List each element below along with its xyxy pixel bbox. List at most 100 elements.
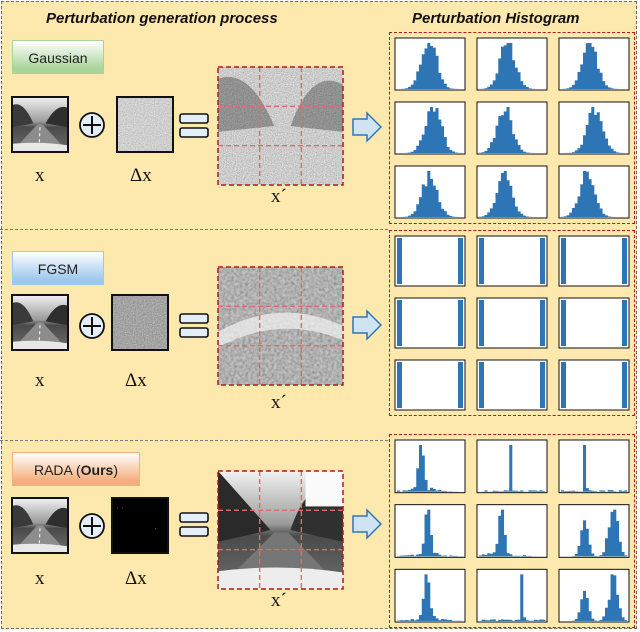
- histogram-bar: [498, 515, 502, 557]
- histogram-bar: [449, 88, 453, 89]
- histogram-bar: [419, 140, 423, 153]
- histogram-bar: [572, 207, 576, 217]
- histogram-bar: [424, 186, 428, 217]
- gaussian-x-label: x: [35, 165, 45, 186]
- histogram-bar: [509, 120, 513, 153]
- histogram-0-8: [558, 165, 630, 219]
- histogram-bar: [410, 213, 414, 217]
- histogram-bar: [512, 490, 516, 492]
- histogram-bar: [577, 612, 581, 621]
- histogram-2-1: [476, 439, 548, 494]
- histogram-bar: [539, 490, 543, 492]
- histogram-bar: [509, 445, 513, 492]
- histogram-bar: [410, 84, 414, 89]
- histogram-bar: [441, 555, 445, 557]
- histogram-bar: [421, 134, 425, 153]
- histogram-bar: [596, 112, 600, 153]
- histogram-bar: [588, 43, 592, 89]
- histogram-bar: [621, 617, 625, 621]
- gaussian-xprime-label: x´: [271, 186, 287, 207]
- histogram-bar: [591, 107, 595, 153]
- gaussian-equals-icon: [179, 113, 209, 138]
- histogram-bar: [413, 80, 417, 89]
- histogram-bar: [528, 88, 532, 89]
- histogram-bar: [528, 490, 532, 492]
- histogram-bar: [509, 554, 513, 557]
- histogram-bar: [495, 73, 499, 89]
- histogram-1-2: [558, 235, 630, 287]
- histogram-bar: [539, 619, 543, 621]
- histogram-bar: [561, 300, 566, 346]
- histogram-1-6: [394, 359, 466, 411]
- histogram-bar: [569, 490, 573, 492]
- histogram-bar: [446, 214, 450, 217]
- histogram-bar: [618, 541, 622, 557]
- histogram-bar: [520, 149, 524, 153]
- histogram-bar: [517, 491, 521, 492]
- histogram-0-0: [394, 37, 466, 91]
- histogram-bar: [432, 488, 436, 492]
- histogram-bar: [607, 216, 611, 217]
- histogram-bar: [416, 204, 420, 217]
- histogram-bar: [410, 554, 414, 557]
- histogram-bar: [427, 582, 431, 621]
- histogram-bar: [610, 574, 614, 621]
- histogram-bar: [561, 238, 566, 284]
- histogram-bar: [498, 58, 502, 89]
- histogram-bar: [517, 211, 521, 217]
- histogram-bar: [424, 48, 428, 89]
- histogram-bar: [605, 85, 609, 89]
- histogram-bar: [449, 619, 453, 621]
- histogram-bar: [607, 490, 611, 492]
- fgsm-x-label: x: [35, 370, 45, 391]
- histogram-bar: [484, 88, 488, 89]
- process-title: Perturbation generation process: [46, 10, 278, 27]
- histogram-bar: [449, 149, 453, 153]
- histogram-bar: [509, 619, 513, 621]
- histogram-bar: [580, 599, 584, 621]
- histogram-bar: [583, 171, 587, 217]
- section-divider: [0, 440, 388, 441]
- histogram-0-2: [558, 37, 630, 91]
- histogram-bar: [591, 553, 595, 557]
- histogram-bar: [506, 490, 510, 492]
- histogram-bar: [487, 553, 491, 557]
- histogram-bar: [458, 362, 463, 408]
- histogram-bar: [438, 554, 442, 557]
- histogram-bar: [517, 72, 521, 89]
- histogram-bar: [490, 619, 494, 621]
- histogram-bar: [602, 131, 606, 153]
- histogram-bar: [397, 362, 402, 408]
- histogram-bar: [410, 488, 414, 492]
- histogram-bar: [492, 552, 496, 557]
- rada-plus-icon: [79, 513, 105, 539]
- histogram-bar: [501, 46, 505, 89]
- histogram-bar: [410, 151, 414, 153]
- histogram-bar: [408, 620, 412, 621]
- histogram-2-8: [558, 568, 630, 623]
- histogram-bar: [416, 619, 420, 621]
- histogram-bar: [432, 111, 436, 153]
- histogram-bar: [585, 488, 589, 492]
- histogram-bar: [481, 554, 485, 557]
- histogram-bar: [561, 490, 565, 492]
- histogram-bar: [624, 620, 628, 621]
- histogram-bar: [402, 490, 406, 492]
- histogram-bar: [481, 152, 485, 153]
- histogram-bar: [481, 619, 485, 621]
- histogram-bar: [446, 620, 450, 621]
- histogram-bar: [481, 216, 485, 217]
- histogram-bar: [432, 185, 436, 217]
- fgsm-plus-icon: [79, 313, 105, 339]
- histogram-bar: [408, 555, 412, 557]
- histogram-bar: [449, 555, 453, 557]
- histogram-bar: [512, 134, 516, 153]
- histogram-bar: [520, 574, 524, 621]
- histogram-bar: [416, 145, 420, 153]
- histogram-bar: [435, 189, 439, 217]
- histogram-bar: [438, 489, 442, 492]
- histogram-bar: [583, 135, 587, 153]
- gaussian-arrow-icon: [352, 111, 383, 143]
- histogram-bar: [506, 43, 510, 89]
